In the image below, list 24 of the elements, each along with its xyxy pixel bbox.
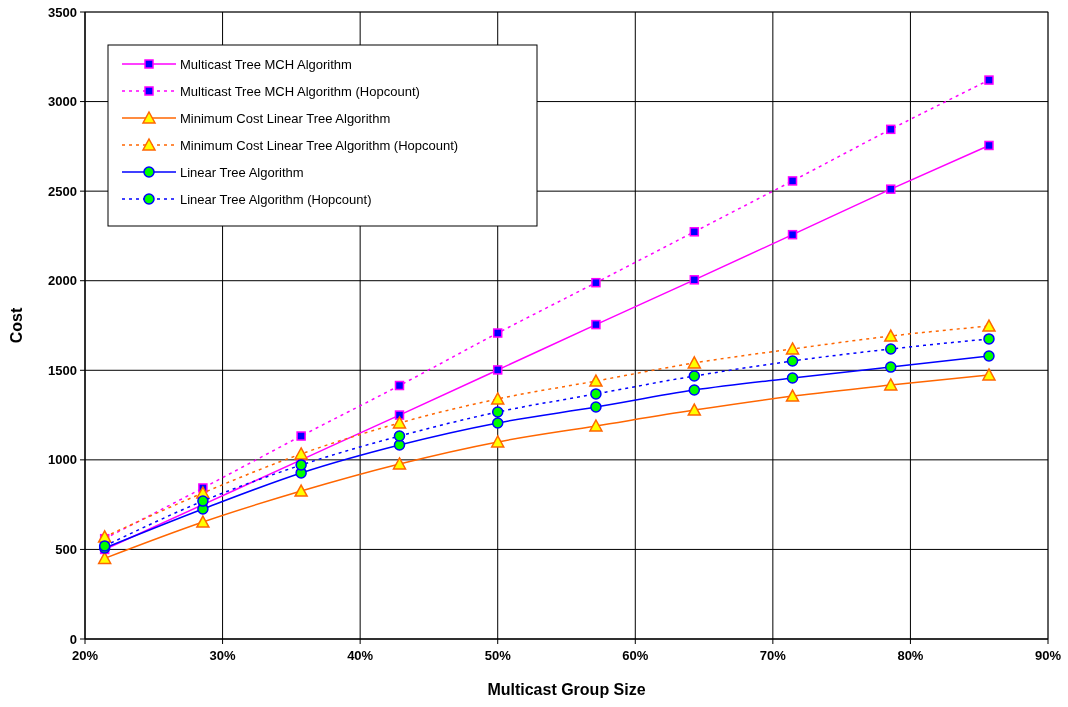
y-tick-label: 1000 xyxy=(48,452,77,468)
legend-label: Linear Tree Algorithm (Hopcount) xyxy=(180,192,372,207)
legend-label: Minimum Cost Linear Tree Algorithm (Hopcount) xyxy=(180,138,459,153)
y-tick-label: 500 xyxy=(55,541,77,557)
y-tick-label: 1500 xyxy=(48,362,77,378)
x-tick-label: 50% xyxy=(484,648,512,663)
y-tick-label: 2000 xyxy=(48,273,77,289)
y-tick-label: 3000 xyxy=(48,94,77,110)
y-axis-title: Cost xyxy=(8,307,25,344)
x-axis-title: Multicast Group Size xyxy=(487,681,646,698)
x-tick-label: 70% xyxy=(759,648,787,663)
x-tick-label: 30% xyxy=(209,648,237,663)
x-tick-label: 40% xyxy=(347,648,374,663)
legend-label: Minimum Cost Linear Tree Algorithm xyxy=(180,111,391,126)
legend-label: Linear Tree Algorithm xyxy=(180,165,304,180)
y-tick-label: 3500 xyxy=(48,4,77,20)
x-tick-label: 20% xyxy=(71,648,99,663)
y-tick-label: 0 xyxy=(69,631,77,647)
y-tick-label: 2500 xyxy=(48,183,77,199)
x-tick-label: 90% xyxy=(1034,648,1062,663)
x-tick-label: 60% xyxy=(622,648,649,663)
legend-label: Multicast Tree MCH Algorithm (Hopcount) xyxy=(180,84,420,99)
legend-label: Multicast Tree MCH Algorithm xyxy=(180,57,352,72)
x-tick-label: 80% xyxy=(897,648,924,663)
